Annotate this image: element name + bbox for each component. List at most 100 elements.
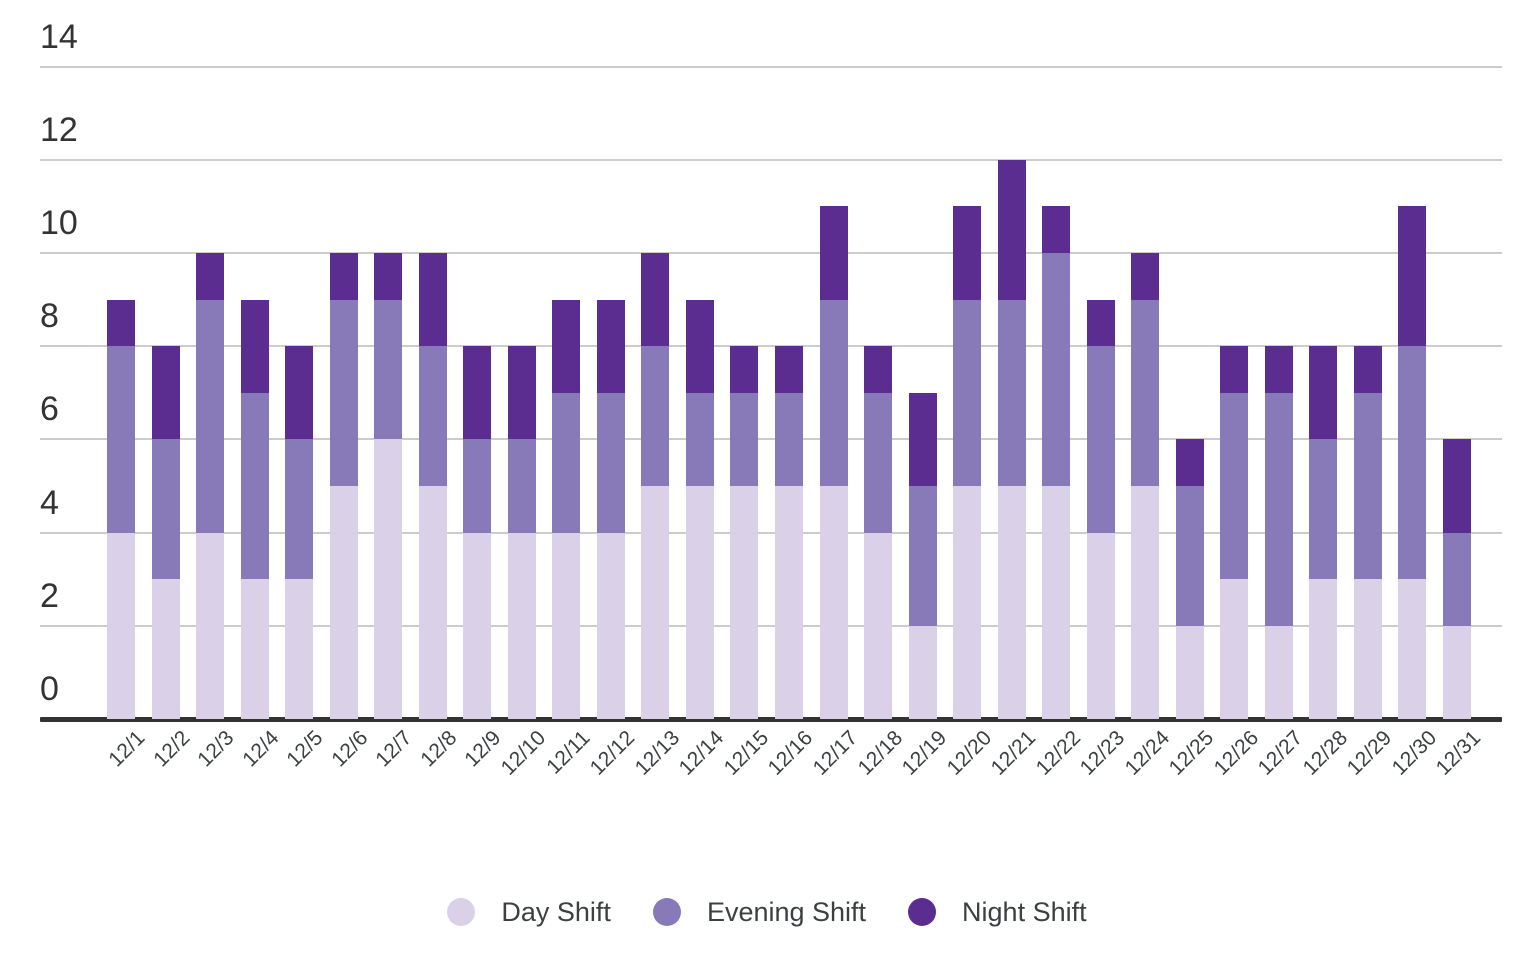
bar-segment-evening-shift-12/11[interactable] (552, 392, 581, 533)
bar-segment-day-shift-12/27[interactable] (1264, 625, 1293, 719)
bar-segment-night-shift-12/14[interactable] (685, 299, 714, 393)
bar-segment-day-shift-12/28[interactable] (1309, 579, 1338, 719)
bar-segment-day-shift-12/9[interactable] (463, 532, 492, 719)
bar-segment-evening-shift-12/2[interactable] (151, 439, 180, 580)
bar-segment-day-shift-12/30[interactable] (1398, 579, 1427, 719)
bar-segment-evening-shift-12/14[interactable] (685, 392, 714, 486)
bar-segment-night-shift-12/22[interactable] (1042, 206, 1071, 253)
bar-segment-day-shift-12/17[interactable] (819, 486, 848, 719)
bar-segment-night-shift-12/29[interactable] (1353, 346, 1382, 393)
bar-segment-evening-shift-12/6[interactable] (329, 299, 358, 486)
bar-segment-day-shift-12/26[interactable] (1220, 579, 1249, 719)
bar-segment-day-shift-12/8[interactable] (418, 486, 447, 719)
bar-segment-night-shift-12/28[interactable] (1309, 346, 1338, 440)
bar-segment-evening-shift-12/3[interactable] (196, 299, 225, 533)
bar-segment-day-shift-12/16[interactable] (774, 486, 803, 719)
bar-segment-evening-shift-12/16[interactable] (774, 392, 803, 486)
bar-segment-night-shift-12/17[interactable] (819, 206, 848, 300)
bar-segment-day-shift-12/11[interactable] (552, 532, 581, 719)
bar-segment-day-shift-12/13[interactable] (641, 486, 670, 719)
bar-segment-evening-shift-12/12[interactable] (596, 392, 625, 533)
bar-segment-evening-shift-12/19[interactable] (908, 486, 937, 626)
legend-item-day-shift[interactable]: Day Shift (447, 897, 611, 928)
bar-segment-day-shift-12/15[interactable] (730, 486, 759, 719)
bar-segment-night-shift-12/13[interactable] (641, 253, 670, 347)
bar-segment-night-shift-12/1[interactable] (107, 299, 135, 347)
bar-segment-night-shift-12/12[interactable] (596, 299, 625, 393)
bar-segment-evening-shift-12/13[interactable] (641, 346, 670, 486)
bar-segment-day-shift-12/23[interactable] (1086, 532, 1115, 719)
bar-segment-evening-shift-12/23[interactable] (1086, 346, 1115, 533)
bar-segment-evening-shift-12/25[interactable] (1175, 486, 1204, 626)
bar-segment-night-shift-12/2[interactable] (151, 346, 180, 440)
bar-segment-evening-shift-12/29[interactable] (1353, 392, 1382, 580)
bar-segment-night-shift-12/25[interactable] (1175, 439, 1204, 487)
bar-stack-12/14 (685, 299, 714, 719)
bar-segment-evening-shift-12/21[interactable] (997, 299, 1026, 486)
bar-segment-day-shift-12/22[interactable] (1042, 486, 1071, 719)
legend-item-evening-shift[interactable]: Evening Shift (652, 897, 866, 928)
bar-segment-day-shift-12/19[interactable] (908, 625, 937, 719)
bar-segment-day-shift-12/7[interactable] (374, 439, 403, 719)
bar-segment-evening-shift-12/5[interactable] (285, 439, 314, 580)
bar-segment-day-shift-12/24[interactable] (1131, 486, 1160, 719)
bar-segment-evening-shift-12/4[interactable] (240, 392, 269, 580)
bar-segment-night-shift-12/10[interactable] (507, 346, 536, 440)
bar-segment-evening-shift-12/17[interactable] (819, 299, 848, 486)
bar-segment-day-shift-12/25[interactable] (1175, 625, 1204, 719)
bar-segment-night-shift-12/20[interactable] (953, 206, 982, 300)
bar-segment-night-shift-12/23[interactable] (1086, 299, 1115, 347)
bar-segment-evening-shift-12/28[interactable] (1309, 439, 1338, 580)
bar-segment-night-shift-12/30[interactable] (1398, 206, 1427, 347)
gridline-8 (40, 345, 1502, 348)
bar-segment-evening-shift-12/30[interactable] (1398, 346, 1427, 580)
bar-segment-night-shift-12/16[interactable] (774, 346, 803, 393)
bar-segment-evening-shift-12/9[interactable] (463, 439, 492, 533)
bar-segment-night-shift-12/31[interactable] (1442, 439, 1471, 533)
bar-segment-evening-shift-12/27[interactable] (1264, 392, 1293, 626)
bar-segment-evening-shift-12/22[interactable] (1042, 253, 1071, 486)
bar-segment-day-shift-12/20[interactable] (953, 486, 982, 719)
bar-segment-evening-shift-12/8[interactable] (418, 346, 447, 486)
bar-segment-night-shift-12/15[interactable] (730, 346, 759, 393)
bar-segment-day-shift-12/29[interactable] (1353, 579, 1382, 719)
bar-segment-night-shift-12/19[interactable] (908, 392, 937, 487)
bar-segment-evening-shift-12/24[interactable] (1131, 299, 1160, 486)
bar-segment-night-shift-12/26[interactable] (1220, 346, 1249, 393)
bar-segment-evening-shift-12/18[interactable] (864, 392, 893, 533)
bar-segment-evening-shift-12/26[interactable] (1220, 392, 1249, 580)
bar-segment-evening-shift-12/15[interactable] (730, 392, 759, 486)
bar-segment-day-shift-12/3[interactable] (196, 532, 225, 719)
bar-segment-evening-shift-12/31[interactable] (1442, 532, 1471, 626)
bar-segment-day-shift-12/21[interactable] (997, 486, 1026, 719)
bar-stack-12/1 (107, 299, 135, 719)
bar-segment-day-shift-12/6[interactable] (329, 486, 358, 719)
bar-segment-day-shift-12/18[interactable] (864, 532, 893, 719)
legend-item-night-shift[interactable]: Night Shift (908, 897, 1087, 928)
bar-segment-night-shift-12/11[interactable] (552, 299, 581, 393)
bar-segment-day-shift-12/10[interactable] (507, 532, 536, 719)
bar-segment-evening-shift-12/7[interactable] (374, 299, 403, 440)
bar-stack-12/18 (864, 346, 893, 719)
bar-segment-night-shift-12/27[interactable] (1264, 346, 1293, 393)
bar-segment-day-shift-12/5[interactable] (285, 579, 314, 719)
bar-segment-night-shift-12/7[interactable] (374, 253, 403, 300)
bar-segment-night-shift-12/5[interactable] (285, 346, 314, 440)
bar-segment-evening-shift-12/20[interactable] (953, 299, 982, 486)
bar-segment-night-shift-12/3[interactable] (196, 253, 225, 300)
bar-segment-day-shift-12/14[interactable] (685, 486, 714, 719)
bar-segment-evening-shift-12/1[interactable] (107, 346, 135, 533)
bar-segment-day-shift-12/4[interactable] (240, 579, 269, 719)
bar-segment-day-shift-12/31[interactable] (1442, 625, 1471, 719)
bar-segment-night-shift-12/21[interactable] (997, 159, 1026, 300)
bar-segment-night-shift-12/9[interactable] (463, 346, 492, 440)
bar-segment-night-shift-12/6[interactable] (329, 253, 358, 300)
bar-segment-day-shift-12/12[interactable] (596, 532, 625, 719)
bar-segment-night-shift-12/8[interactable] (418, 253, 447, 347)
bar-segment-day-shift-12/2[interactable] (151, 579, 180, 719)
bar-segment-night-shift-12/18[interactable] (864, 346, 893, 393)
bar-segment-night-shift-12/4[interactable] (240, 299, 269, 393)
bar-segment-evening-shift-12/10[interactable] (507, 439, 536, 533)
bar-segment-day-shift-12/1[interactable] (107, 532, 135, 719)
bar-segment-night-shift-12/24[interactable] (1131, 253, 1160, 300)
